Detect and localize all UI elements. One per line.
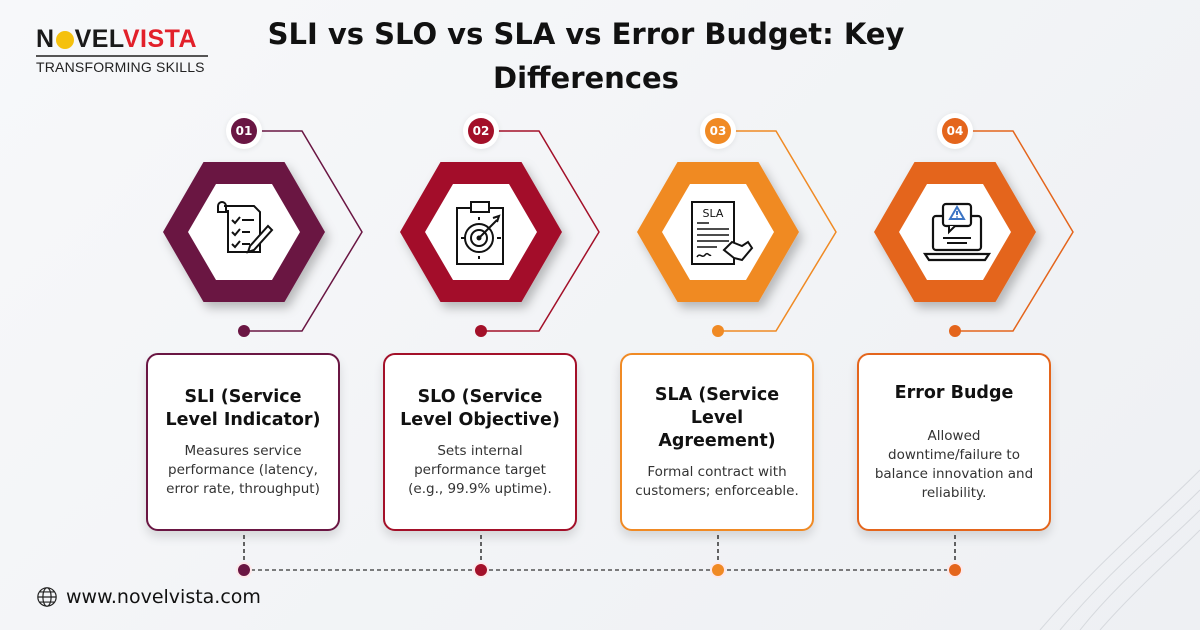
card-description: Allowed downtime/failure to balance inno… [874, 427, 1034, 501]
timeline-dot [236, 562, 252, 578]
logo-vista: VISTA [122, 25, 198, 53]
card-description: Measures service performance (latency, e… [166, 442, 320, 497]
background-wave-lines [1039, 469, 1200, 630]
connector-line [955, 130, 1074, 332]
novelvista-logo: N VELVISTA TRANSFORMING SKILLS [36, 26, 208, 75]
timeline-dot [710, 562, 726, 578]
card-title: SLO (Service Level Objective) [400, 386, 560, 430]
step-number-badge: 04 [942, 118, 968, 144]
step-number-badge: 01 [231, 118, 257, 144]
connector-dot [949, 325, 961, 337]
sla-contract-handshake-icon: SLA [691, 201, 754, 265]
globe-icon [37, 587, 57, 607]
page-title: SLI vs SLO vs SLA vs Error Budget: Key D… [267, 17, 905, 95]
svg-text:SLA: SLA [703, 207, 724, 220]
card-description: Formal contract with customers; enforcea… [635, 463, 799, 499]
connector-dot [475, 325, 487, 337]
info-card: SLI (Service Level Indicator) Measures se… [146, 353, 340, 531]
timeline-dot [473, 562, 489, 578]
connector-dot [238, 325, 250, 337]
card-title: SLI (Service Level Indicator) [165, 386, 321, 430]
logo-tagline: TRANSFORMING SKILLS [36, 59, 205, 75]
connector-dot [712, 325, 724, 337]
laptop-warning-icon [922, 202, 992, 262]
logo-letter-n: N [36, 25, 55, 53]
logo-divider [36, 55, 208, 57]
website-link[interactable]: www.novelvista.com [66, 586, 261, 608]
lightbulb-icon [55, 31, 74, 49]
card-title: Error Budge [894, 382, 1014, 403]
info-card: Error Budge Allowed downtime/failure to b… [857, 353, 1051, 531]
connector-line [481, 130, 600, 332]
card-description: Sets internal performance target (e.g., … [408, 442, 552, 497]
card-title: SLA (Service Level Agreement) [654, 384, 780, 451]
step-number-badge: 02 [468, 118, 494, 144]
logo-wordmark: N VELVISTA [36, 26, 208, 52]
logo-vel: VEL [74, 25, 123, 53]
footer-website[interactable]: www.novelvista.com [36, 586, 261, 608]
info-card: SLO (Service Level Objective) Sets intern… [383, 353, 577, 531]
checklist-pencil-icon [217, 201, 274, 254]
timeline-dot [947, 562, 963, 578]
connector-line [718, 130, 837, 332]
step-number-badge: 03 [705, 118, 731, 144]
connector-line [244, 130, 363, 332]
clipboard-target-icon [456, 201, 504, 265]
hexagon-inner [425, 184, 537, 280]
info-card: SLA (Service Level Agreement) Formal cont… [620, 353, 814, 531]
